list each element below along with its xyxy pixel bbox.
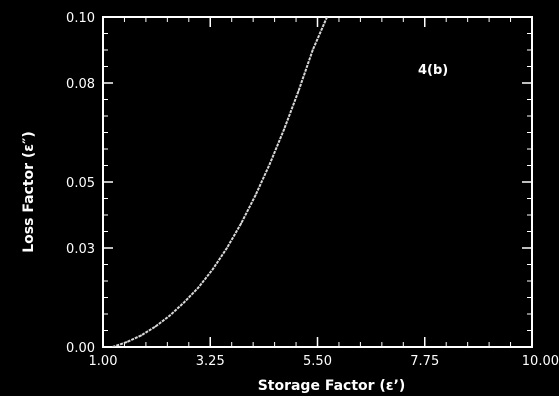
panel-annotation: 4(b) [418, 63, 448, 78]
y-tick-label: 0.10 [66, 11, 95, 26]
data-point [311, 49, 314, 51]
ticks [102, 16, 533, 348]
data-point [269, 163, 271, 165]
x-tick-label: 1.00 [89, 354, 118, 369]
data-point [226, 247, 228, 249]
x-tick-label: 3.25 [196, 354, 225, 369]
series-layer [111, 17, 328, 347]
y-tick-label: 0.05 [66, 176, 95, 191]
data-point [154, 325, 157, 328]
y-tick-label: 0.00 [66, 341, 95, 356]
labels: 1.00 3.25 5.50 7.75 10.00 0.00 0.03 0.05 0.08 0.1… [21, 11, 559, 394]
x-tick-label: 5.50 [303, 354, 332, 369]
y-tick-label: 0.03 [66, 242, 95, 257]
data-point [283, 128, 285, 130]
x-tick-label: 10.00 [522, 354, 559, 369]
data-point [240, 222, 243, 225]
data-point [111, 346, 114, 347]
data-point [211, 268, 214, 271]
data-point [183, 301, 185, 304]
series-line [112, 17, 328, 347]
x-axis-label: Storage Factor (ε’) [258, 378, 406, 394]
data-point [197, 286, 200, 289]
data-point [254, 194, 257, 196]
y-tick-label: 0.08 [66, 77, 95, 92]
data-point [326, 17, 328, 18]
x-tick-label: 7.75 [410, 354, 439, 369]
data-point [168, 314, 171, 317]
data-point [126, 341, 128, 343]
data-point [297, 90, 300, 93]
y-axis-label: Loss Factor (ε″) [21, 131, 37, 253]
data-point [140, 334, 142, 337]
